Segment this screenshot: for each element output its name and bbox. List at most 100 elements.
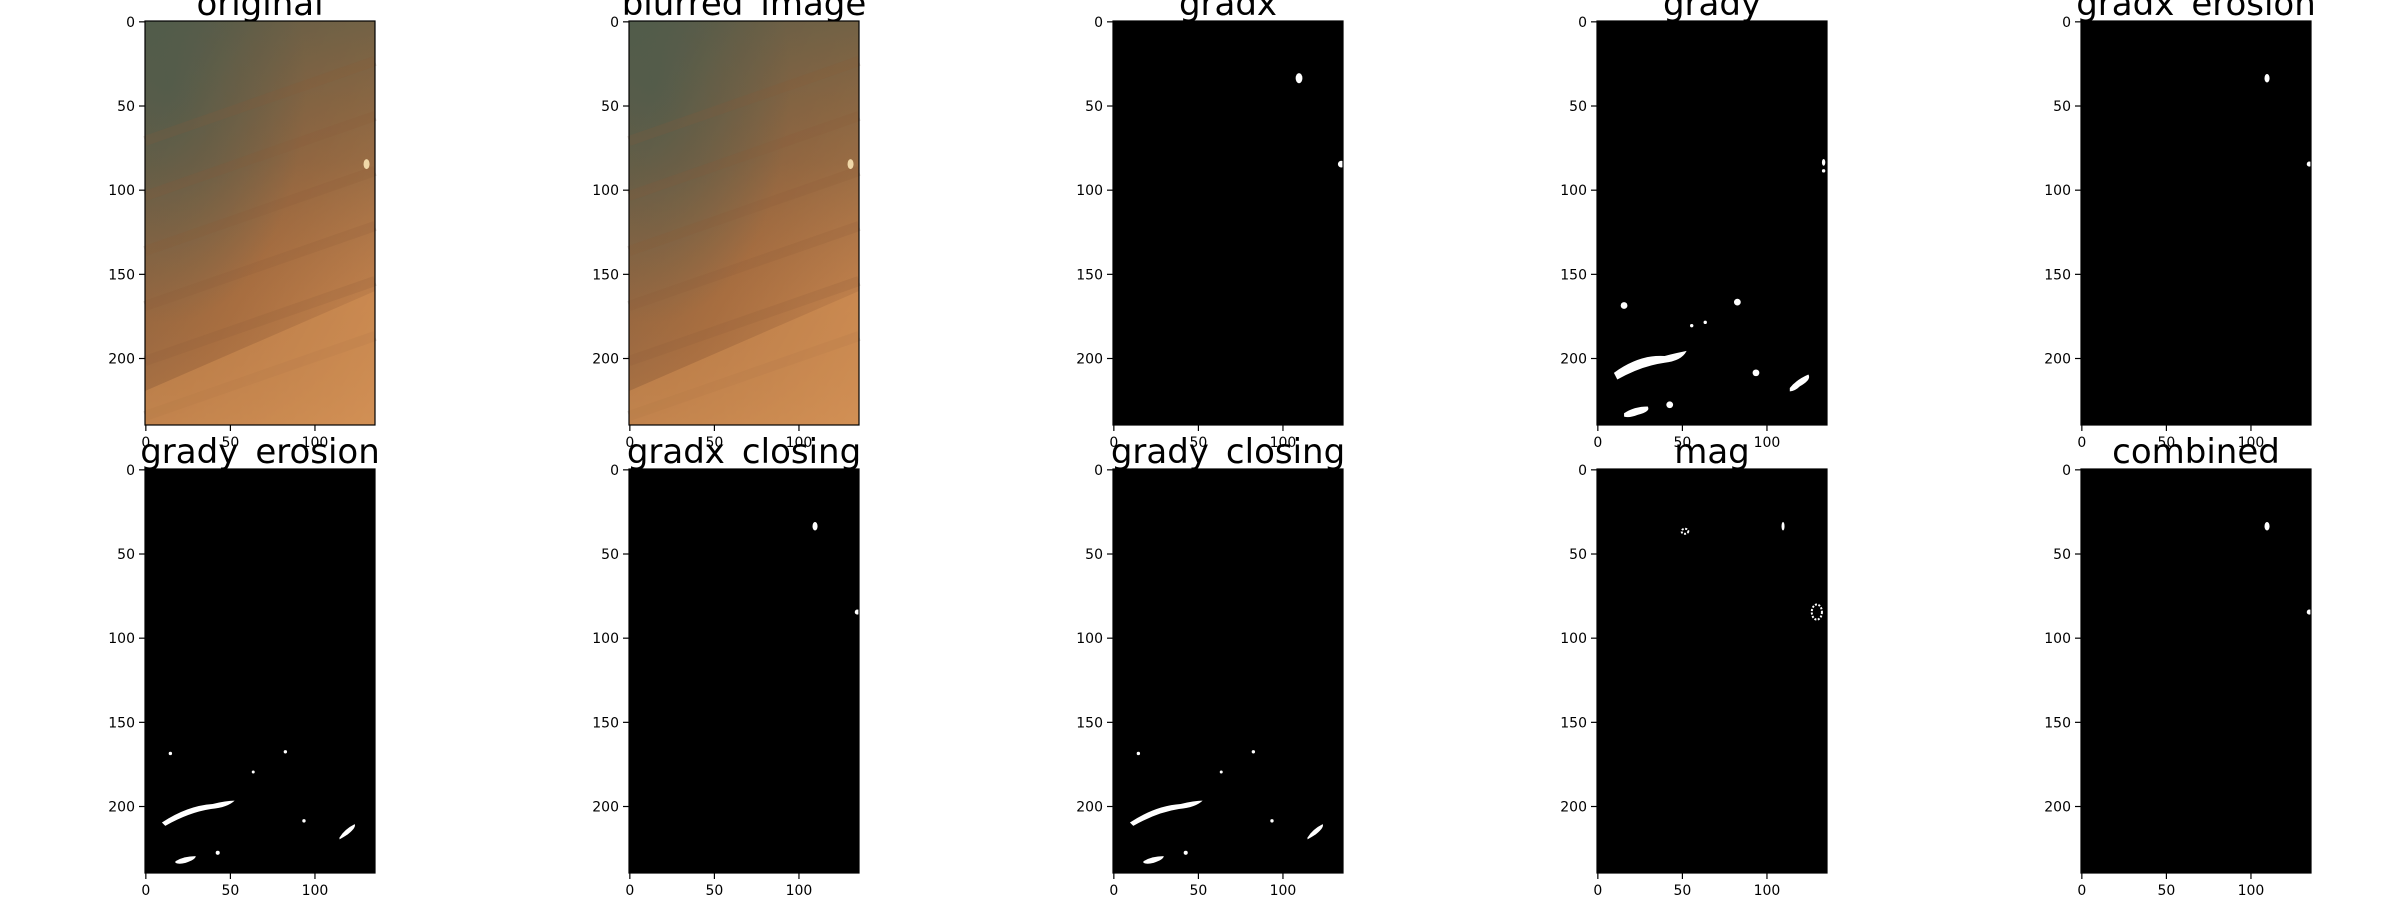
mask-blob [1624, 406, 1649, 418]
y-tick-label: 100 [108, 183, 135, 199]
skin-crease [627, 331, 861, 421]
axes-frame [628, 20, 860, 426]
y-tick-label: 200 [1076, 352, 1103, 368]
mask-blob [1219, 770, 1223, 774]
mask-blob [1752, 369, 1760, 377]
y-tick-label: 50 [601, 99, 619, 115]
panel-title: original [196, 0, 323, 24]
y-tick-label: 50 [117, 547, 135, 563]
x-tick-label: 0 [1593, 883, 1602, 899]
y-tick-label: 150 [1560, 267, 1587, 283]
mask-image [1597, 21, 1827, 425]
y-tick-label: 200 [2044, 352, 2071, 368]
y-tick-label: 150 [2044, 715, 2071, 731]
mask-image [1113, 469, 1343, 873]
x-tick-label: 0 [2077, 435, 2086, 451]
y-tick-label: 150 [592, 267, 619, 283]
mask-blob [302, 819, 306, 823]
panel-grady: grady 0 50 100 150 200 0 50 100 [1560, 0, 1828, 451]
y-tick-label: 50 [601, 547, 619, 563]
panel-original: original 0 50 100 150 200 0 50 100 [108, 0, 377, 451]
skin-crease [627, 276, 861, 366]
panel-gradx: gradx 0 50 100 150 200 0 50 100 [1076, 0, 1345, 451]
mask-blob [1270, 819, 1274, 823]
x-tick-label: 50 [705, 883, 723, 899]
x-tick-label: 50 [705, 435, 723, 451]
skin-crease [143, 221, 377, 311]
x-tick-label: 0 [625, 435, 634, 451]
mask-blob [215, 850, 220, 855]
x-tick-label: 50 [221, 435, 239, 451]
panel-title: gradx_closing [627, 432, 861, 472]
mask-blob [1810, 603, 1823, 621]
mask-blob [251, 770, 255, 774]
mask-blob [812, 522, 818, 531]
y-tick-label: 200 [592, 352, 619, 368]
mask-image [629, 469, 859, 873]
mask-blob [1690, 324, 1694, 328]
skin-speck [363, 159, 370, 170]
y-tick-label: 200 [2044, 800, 2071, 816]
mask-blob [1666, 401, 1674, 409]
mask-blob [1789, 374, 1810, 392]
x-tick-label: 0 [1593, 435, 1602, 451]
axes-frame [2080, 20, 2312, 426]
x-tick-label: 50 [1673, 435, 1691, 451]
y-tick-label: 0 [1578, 463, 1587, 479]
skin-crease [143, 276, 377, 366]
skin-crease [143, 56, 377, 146]
y-tick-label: 0 [2062, 463, 2071, 479]
mask-image [2081, 469, 2311, 873]
skin-crease [627, 221, 861, 311]
y-tick-label: 150 [1076, 267, 1103, 283]
y-tick-label: 100 [2044, 183, 2071, 199]
mask-image [145, 469, 375, 873]
y-tick-label: 150 [1560, 715, 1587, 731]
panel-title: grady_closing [1111, 432, 1345, 472]
mask-blob [1295, 73, 1303, 84]
panel-title: combined [2112, 432, 2280, 472]
y-tick-label: 0 [1094, 15, 1103, 31]
y-tick-label: 150 [108, 715, 135, 731]
y-tick-label: 50 [2053, 547, 2071, 563]
mask-image [1597, 469, 1827, 873]
y-tick-label: 200 [108, 800, 135, 816]
skin-crease [143, 166, 377, 256]
panel-title: grady_erosion [140, 432, 380, 472]
photo-shadow [629, 21, 859, 425]
y-tick-label: 100 [592, 631, 619, 647]
skin-highlight [629, 291, 859, 425]
y-tick-label: 0 [610, 15, 619, 31]
y-tick-label: 200 [1560, 800, 1587, 816]
skin-crease [143, 331, 377, 421]
axes-frame [1596, 468, 1828, 874]
mask-blob [1143, 856, 1164, 864]
y-tick-label: 100 [108, 631, 135, 647]
x-tick-label: 50 [2157, 883, 2175, 899]
y-tick-label: 200 [592, 800, 619, 816]
y-tick-label: 50 [1569, 99, 1587, 115]
x-tick-label: 0 [625, 883, 634, 899]
mask-blob [168, 751, 173, 756]
axes-frame [628, 468, 860, 874]
x-tick-label: 100 [1754, 883, 1781, 899]
axes-frame [144, 20, 376, 426]
mask-blob [1821, 169, 1826, 173]
mask-blob [2264, 522, 2270, 531]
axes-frame [2080, 468, 2312, 874]
skin-crease [627, 111, 861, 201]
y-tick-label: 100 [2044, 631, 2071, 647]
y-tick-label: 150 [2044, 267, 2071, 283]
mask-image [2081, 21, 2311, 425]
mask-blob [1129, 800, 1203, 826]
mask-blob [283, 750, 288, 754]
x-tick-label: 50 [1673, 883, 1691, 899]
mask-blob [1781, 522, 1785, 531]
skin-highlight [145, 291, 375, 425]
axes-frame [144, 468, 376, 874]
y-tick-label: 50 [2053, 99, 2071, 115]
mask-blob [1680, 527, 1690, 535]
